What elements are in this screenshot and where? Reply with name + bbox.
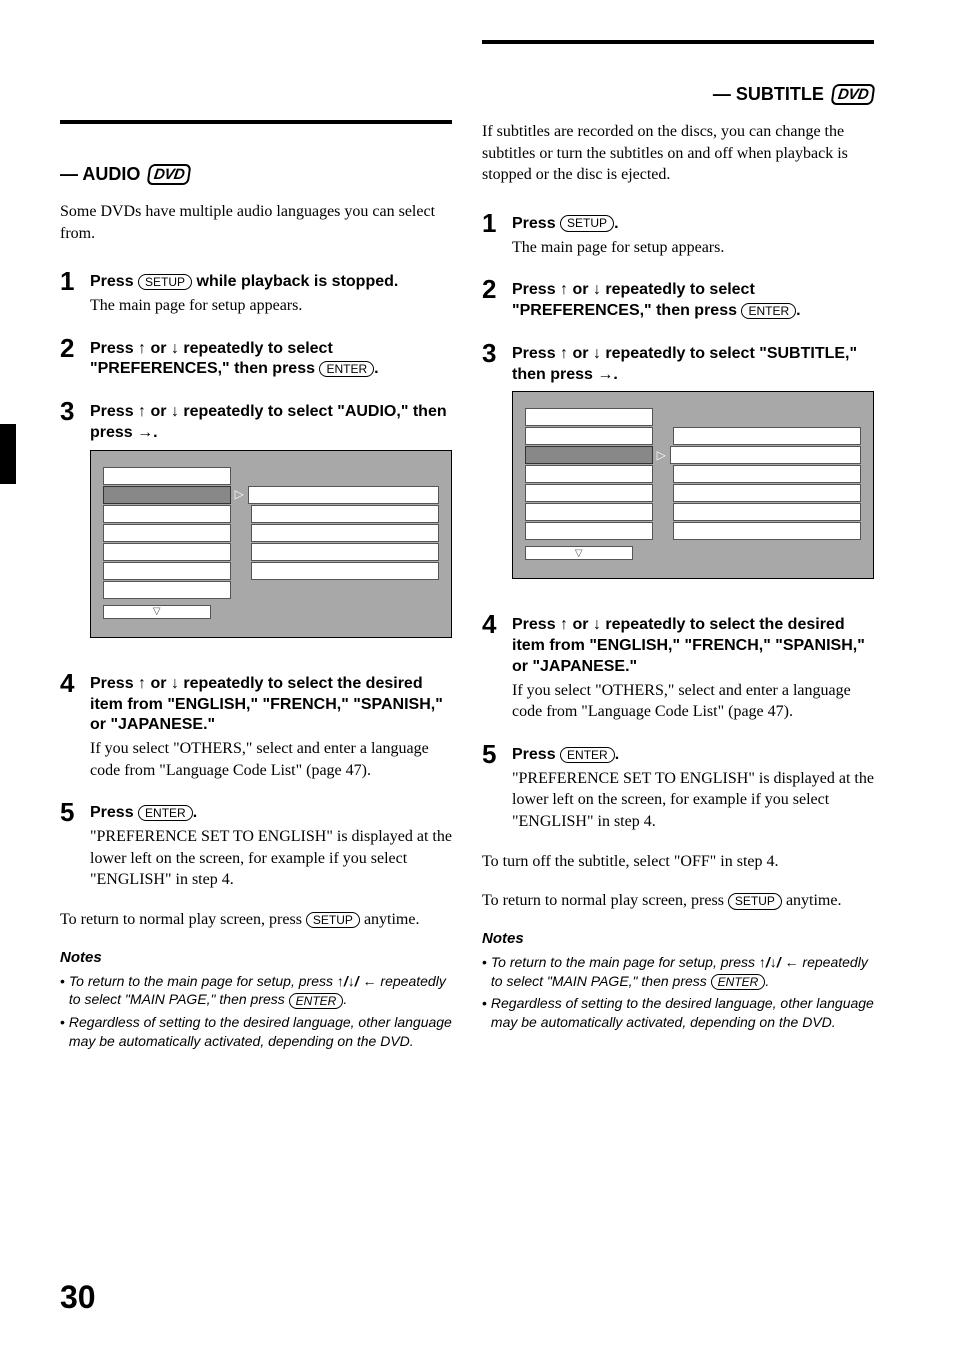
subtitle-step-2: 2 Press ↑ or ↓ repeatedly to select "PRE… — [482, 276, 874, 322]
right-arrow-icon: → — [137, 424, 153, 441]
notes-heading: Notes — [60, 949, 452, 966]
return-text: To return to normal play screen, press S… — [60, 909, 452, 931]
step-number: 4 — [60, 670, 80, 782]
audio-intro: Some DVDs have multiple audio languages … — [60, 201, 452, 244]
chevron-down-icon: ▽ — [153, 606, 161, 617]
arrows-icon: ↑/↓/ ← — [759, 954, 799, 970]
step-head: Press ↑ or ↓ repeatedly to select the de… — [512, 615, 874, 677]
step-text: "PREFERENCE SET TO ENGLISH" is displayed… — [90, 826, 452, 891]
audio-step-5: 5 Press ENTER. "PREFERENCE SET TO ENGLIS… — [60, 799, 452, 891]
header-bar-right — [482, 40, 874, 44]
step-number: 2 — [60, 335, 80, 381]
audio-step-2: 2 Press ↑ or ↓ repeatedly to select "PRE… — [60, 335, 452, 381]
arrows-icon: ↑/↓/ ← — [337, 973, 377, 989]
enter-button-icon: ENTER — [319, 361, 374, 377]
setup-button-icon: SETUP — [306, 912, 360, 928]
note-item: • To return to the main page for setup, … — [482, 953, 874, 991]
subtitle-title-text: — SUBTITLE — [713, 84, 824, 105]
up-down-arrow-icon: ↑ or ↓ — [560, 281, 601, 298]
step-text: The main page for setup appears. — [90, 295, 452, 317]
menu-arrow-icon: ▷ — [657, 448, 666, 463]
step-head: Press ↑ or ↓ repeatedly to select "PREFE… — [90, 339, 452, 381]
step-number: 5 — [60, 799, 80, 891]
right-column: — SUBTITLE DVD If subtitles are recorded… — [482, 40, 874, 1055]
enter-button-icon: ENTER — [138, 805, 193, 821]
step-number: 1 — [482, 210, 502, 258]
subtitle-step-4: 4 Press ↑ or ↓ repeatedly to select the … — [482, 611, 874, 723]
header-bar-left — [60, 120, 452, 124]
step-number: 3 — [482, 340, 502, 594]
subtitle-title: — SUBTITLE DVD — [482, 84, 874, 105]
step-text: "PREFERENCE SET TO ENGLISH" is displayed… — [512, 768, 874, 833]
step-number: 2 — [482, 276, 502, 322]
note-item: • Regardless of setting to the desired l… — [482, 994, 874, 1032]
right-arrow-icon: → — [597, 366, 613, 383]
off-text: To turn off the subtitle, select "OFF" i… — [482, 851, 874, 873]
step-head: Press SETUP. — [512, 214, 874, 235]
enter-button-icon: ENTER — [289, 993, 344, 1009]
subtitle-step-3: 3 Press ↑ or ↓ repeatedly to select "SUB… — [482, 340, 874, 594]
audio-step-4: 4 Press ↑ or ↓ repeatedly to select the … — [60, 670, 452, 782]
up-down-arrow-icon: ↑ or ↓ — [138, 403, 179, 420]
audio-step-1: 1 Press SETUP while playback is stopped.… — [60, 268, 452, 316]
step-text: If you select "OTHERS," select and enter… — [90, 738, 452, 781]
page-number: 30 — [60, 1279, 96, 1316]
subtitle-menu-diagram: ▷ ▽ — [512, 391, 874, 579]
audio-menu-diagram: ▷ ▽ — [90, 450, 452, 638]
enter-button-icon: ENTER — [741, 303, 796, 319]
step-head: Press ↑ or ↓ repeatedly to select "AUDIO… — [90, 402, 452, 444]
step-text: If you select "OTHERS," select and enter… — [512, 680, 874, 723]
dvd-badge-icon: DVD — [147, 164, 192, 185]
step-number: 5 — [482, 741, 502, 833]
step-head: Press SETUP while playback is stopped. — [90, 272, 452, 293]
chevron-down-icon: ▽ — [575, 548, 583, 559]
setup-button-icon: SETUP — [138, 274, 192, 290]
page-tab — [0, 424, 16, 484]
left-column: — AUDIO DVD Some DVDs have multiple audi… — [60, 40, 452, 1055]
enter-button-icon: ENTER — [560, 747, 615, 763]
up-down-arrow-icon: ↑ or ↓ — [560, 345, 601, 362]
step-head: Press ↑ or ↓ repeatedly to select "PREFE… — [512, 280, 874, 322]
step-head: Press ↑ or ↓ repeatedly to select "SUBTI… — [512, 344, 874, 386]
return-text: To return to normal play screen, press S… — [482, 890, 874, 912]
step-text: The main page for setup appears. — [512, 237, 874, 259]
step-number: 3 — [60, 398, 80, 652]
step-number: 1 — [60, 268, 80, 316]
audio-title: — AUDIO DVD — [60, 164, 452, 185]
subtitle-step-5: 5 Press ENTER. "PREFERENCE SET TO ENGLIS… — [482, 741, 874, 833]
dvd-badge-icon: DVD — [830, 84, 875, 105]
step-number: 4 — [482, 611, 502, 723]
step-head: Press ↑ or ↓ repeatedly to select the de… — [90, 674, 452, 736]
up-down-arrow-icon: ↑ or ↓ — [560, 616, 601, 633]
enter-button-icon: ENTER — [711, 974, 766, 990]
subtitle-intro: If subtitles are recorded on the discs, … — [482, 121, 874, 186]
subtitle-step-1: 1 Press SETUP. The main page for setup a… — [482, 210, 874, 258]
page-columns: — AUDIO DVD Some DVDs have multiple audi… — [60, 40, 874, 1055]
up-down-arrow-icon: ↑ or ↓ — [138, 340, 179, 357]
up-down-arrow-icon: ↑ or ↓ — [138, 675, 179, 692]
audio-step-3: 3 Press ↑ or ↓ repeatedly to select "AUD… — [60, 398, 452, 652]
note-item: • To return to the main page for setup, … — [60, 972, 452, 1010]
step-head: Press ENTER. — [512, 745, 874, 766]
setup-button-icon: SETUP — [728, 893, 782, 909]
notes-heading: Notes — [482, 930, 874, 947]
note-item: • Regardless of setting to the desired l… — [60, 1013, 452, 1051]
audio-title-text: — AUDIO — [60, 164, 140, 185]
menu-arrow-icon: ▷ — [235, 487, 244, 502]
setup-button-icon: SETUP — [560, 215, 614, 231]
step-head: Press ENTER. — [90, 803, 452, 824]
